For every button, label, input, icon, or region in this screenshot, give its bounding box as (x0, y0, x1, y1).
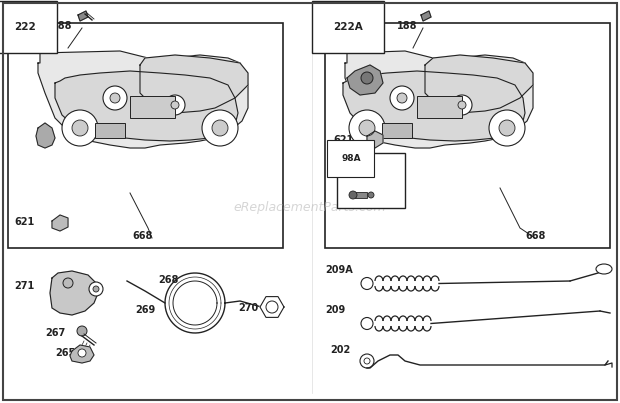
Circle shape (368, 192, 374, 198)
Text: 209A: 209A (325, 265, 353, 275)
Text: 98A: 98A (341, 154, 361, 163)
Polygon shape (347, 65, 383, 95)
Circle shape (93, 286, 99, 292)
Text: 222A: 222A (333, 22, 363, 32)
Polygon shape (36, 123, 55, 148)
Text: 209: 209 (325, 305, 345, 315)
Text: 668: 668 (525, 231, 546, 241)
Bar (130, 96, 175, 118)
Circle shape (266, 301, 278, 313)
Text: 668: 668 (132, 231, 153, 241)
Circle shape (499, 120, 515, 136)
Text: 188: 188 (52, 21, 73, 31)
Polygon shape (260, 297, 284, 318)
Polygon shape (38, 51, 248, 148)
Text: 268: 268 (158, 275, 179, 285)
Text: 270: 270 (238, 303, 259, 313)
Circle shape (359, 120, 375, 136)
Text: 265: 265 (55, 348, 75, 358)
Text: 621: 621 (14, 217, 34, 227)
Polygon shape (140, 55, 248, 113)
Circle shape (171, 101, 179, 109)
Circle shape (62, 110, 98, 146)
Circle shape (77, 326, 87, 336)
Text: eReplacementParts.com: eReplacementParts.com (234, 202, 386, 214)
Bar (382, 123, 412, 138)
Circle shape (349, 191, 357, 199)
Circle shape (78, 349, 86, 357)
Circle shape (360, 354, 374, 368)
Text: 188: 188 (397, 21, 417, 31)
Text: 267: 267 (45, 328, 65, 338)
Polygon shape (52, 215, 68, 231)
Polygon shape (367, 131, 383, 148)
Bar (417, 96, 462, 118)
Polygon shape (78, 11, 88, 21)
Bar (355, 192, 367, 198)
Text: 621: 621 (333, 135, 353, 145)
Circle shape (361, 72, 373, 84)
Circle shape (390, 86, 414, 110)
Circle shape (364, 358, 370, 364)
Circle shape (72, 120, 88, 136)
Polygon shape (50, 271, 98, 315)
Circle shape (397, 93, 407, 103)
Polygon shape (70, 345, 94, 363)
Circle shape (489, 110, 525, 146)
Text: 271: 271 (14, 281, 34, 291)
Circle shape (361, 318, 373, 330)
Ellipse shape (596, 264, 612, 274)
Bar (337, 153, 405, 208)
Bar (325, 23, 610, 248)
Circle shape (458, 101, 466, 109)
Polygon shape (421, 11, 431, 21)
Polygon shape (345, 51, 533, 148)
Text: 269: 269 (135, 305, 155, 315)
Circle shape (452, 95, 472, 115)
Polygon shape (55, 71, 238, 141)
Polygon shape (343, 71, 525, 141)
Circle shape (202, 110, 238, 146)
Circle shape (165, 95, 185, 115)
Text: 202: 202 (330, 345, 350, 355)
Bar (95, 123, 125, 138)
Circle shape (212, 120, 228, 136)
Polygon shape (425, 55, 533, 113)
Bar (8, 23, 283, 248)
Text: 222: 222 (14, 22, 36, 32)
Circle shape (63, 278, 73, 288)
Circle shape (89, 282, 103, 296)
Circle shape (349, 110, 385, 146)
Circle shape (110, 93, 120, 103)
Circle shape (361, 278, 373, 289)
Circle shape (103, 86, 127, 110)
